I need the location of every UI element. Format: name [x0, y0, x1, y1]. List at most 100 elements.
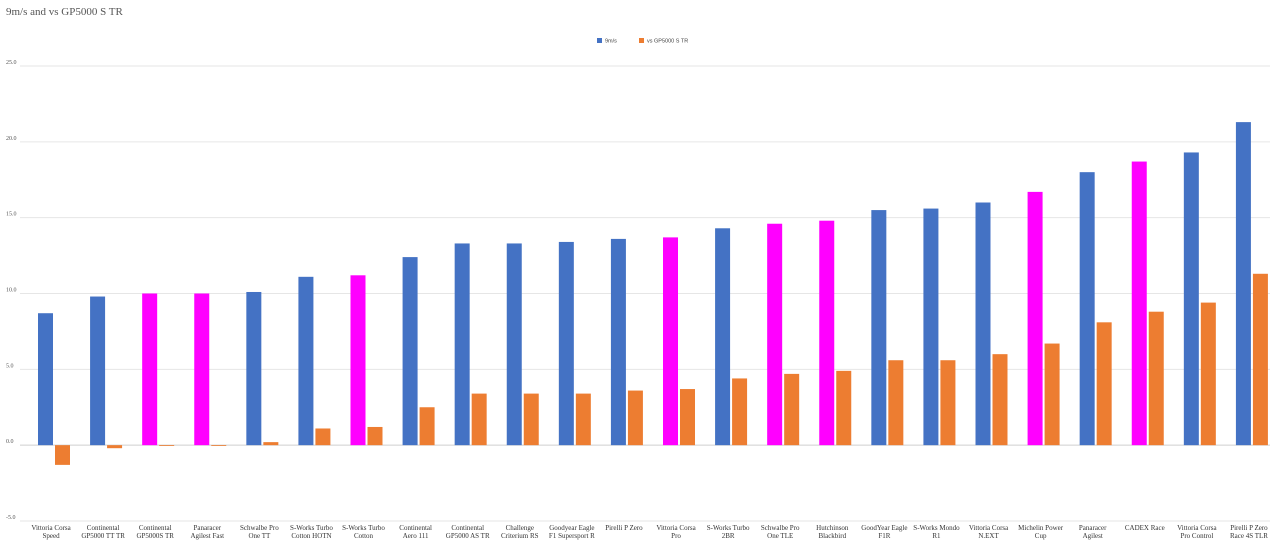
category-label: Cup: [1035, 532, 1047, 540]
bar-9ms: [871, 210, 887, 446]
category-label: Agilest Fast: [190, 532, 224, 540]
bar-9ms: [194, 293, 210, 446]
category-label: Goodyear Eagle: [549, 524, 594, 532]
category-label: GoodYear Eagle: [861, 524, 907, 532]
bar-9ms: [819, 220, 835, 446]
bar-vs-gp5000: [680, 389, 695, 446]
legend-label: vs GP5000 S TR: [647, 39, 688, 45]
category-label: S-Works Turbo: [342, 524, 385, 532]
bar-9ms: [506, 243, 522, 446]
legend-label: 9m/s: [605, 39, 617, 45]
category-label: Pirelli P Zero: [1230, 524, 1268, 532]
bar-9ms: [350, 275, 366, 446]
category-label: Cotton: [354, 532, 374, 540]
category-label: Agilest: [1083, 532, 1103, 540]
bar-9ms: [402, 257, 418, 446]
bar-9ms: [1027, 191, 1043, 446]
bar-vs-gp5000: [992, 354, 1008, 446]
category-label: Pirelli P Zero: [605, 524, 643, 532]
y-tick-label: 5.0: [6, 363, 14, 369]
bar-vs-gp5000: [940, 360, 956, 446]
category-label: Pro Control: [1180, 532, 1213, 540]
category-label: Michelin Power: [1018, 524, 1064, 532]
category-label: N.EXT: [978, 532, 999, 540]
category-label: S-Works Turbo: [707, 524, 750, 532]
category-label: GP5000S TR: [136, 532, 174, 540]
bar-9ms: [38, 313, 53, 446]
category-label: 2BR: [722, 532, 735, 540]
category-label: CADEX Race: [1125, 524, 1165, 532]
chart-title: 9m/s and vs GP5000 S TR: [6, 6, 123, 18]
category-label: Pro: [671, 532, 681, 540]
bar-9ms: [90, 296, 106, 446]
bar-vs-gp5000: [419, 407, 435, 446]
category-label: Blackbird: [818, 532, 846, 540]
category-label: Race 4S TLR: [1230, 532, 1268, 540]
bar-vs-gp5000: [211, 445, 227, 446]
y-tick-label: 20.0: [6, 136, 17, 142]
category-label: GP5000 AS TR: [446, 532, 490, 540]
bar-vs-gp5000: [55, 445, 70, 465]
category-label: Continental: [139, 524, 172, 532]
y-tick-label: -5.0: [6, 515, 16, 521]
category-label: Criterium RS: [501, 532, 539, 540]
category-label: Vittoria Corsa: [969, 524, 1009, 532]
category-label: Vittoria Corsa: [31, 524, 71, 532]
category-label: Hutchinson: [816, 524, 849, 532]
category-label: Vittoria Corsa: [1177, 524, 1217, 532]
bar-vs-gp5000: [107, 445, 123, 449]
category-label: Continental: [87, 524, 120, 532]
bar-vs-gp5000: [784, 373, 800, 446]
bar-9ms: [715, 228, 731, 446]
category-label: F1 Supersport R: [549, 532, 595, 540]
bar-vs-gp5000: [575, 393, 591, 446]
bar-vs-gp5000: [1200, 302, 1216, 446]
bar-vs-gp5000: [523, 393, 539, 446]
category-label: GP5000 TT TR: [81, 532, 125, 540]
bar-vs-gp5000: [159, 445, 175, 446]
bar-9ms: [1131, 161, 1147, 446]
bar-vs-gp5000: [315, 428, 331, 446]
y-tick-label: 25.0: [6, 60, 17, 66]
legend-swatch: [597, 38, 602, 43]
bar-9ms: [246, 291, 262, 446]
category-label: S-Works Turbo: [290, 524, 333, 532]
category-label: R1: [932, 532, 941, 540]
bar-vs-gp5000: [1148, 311, 1164, 446]
bar-9ms: [975, 202, 991, 446]
category-label: Challenge: [506, 524, 534, 532]
category-label: Cotton HOTN: [291, 532, 331, 540]
category-label: Aero 111: [403, 532, 429, 540]
bar-vs-gp5000: [1096, 322, 1112, 446]
bar-vs-gp5000: [888, 360, 904, 446]
bar-vs-gp5000: [471, 393, 487, 446]
bar-vs-gp5000: [627, 390, 643, 446]
category-label: Panaracer: [1079, 524, 1107, 532]
category-label: Vittoria Corsa: [656, 524, 696, 532]
category-label: One TLE: [767, 532, 793, 540]
category-label: Continental: [451, 524, 484, 532]
bar-9ms: [767, 223, 783, 446]
bar-9ms: [142, 293, 158, 446]
bar-9ms: [1079, 172, 1095, 446]
bar-vs-gp5000: [367, 426, 383, 446]
legend-swatch: [639, 38, 644, 43]
category-label: Schwalbe Pro: [240, 524, 279, 532]
category-label: Panaracer: [193, 524, 221, 532]
bar-vs-gp5000: [263, 442, 279, 446]
bar-vs-gp5000: [836, 370, 852, 446]
category-label: Schwalbe Pro: [761, 524, 800, 532]
bar-vs-gp5000: [1252, 273, 1268, 446]
category-label: Speed: [42, 532, 60, 540]
category-label: F1R: [878, 532, 890, 540]
bar-9ms: [298, 276, 314, 446]
y-tick-label: 0.0: [6, 439, 14, 445]
bar-vs-gp5000: [732, 378, 748, 446]
category-label: S-Works Mondo: [913, 524, 960, 532]
bar-vs-gp5000: [1044, 343, 1060, 446]
bar-9ms: [663, 237, 678, 446]
bar-9ms: [610, 238, 626, 446]
bar-9ms: [558, 241, 574, 446]
